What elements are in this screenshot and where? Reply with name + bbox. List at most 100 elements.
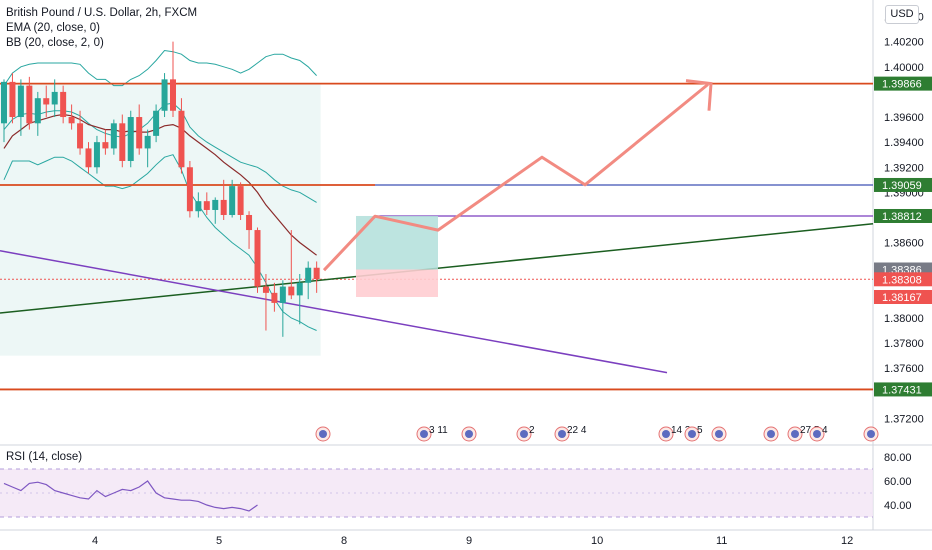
event-label: 22 4 bbox=[567, 425, 587, 436]
rsi-tick-label: 60.00 bbox=[884, 476, 912, 488]
event-label: 4 bbox=[822, 425, 828, 436]
x-tick-label: 12 bbox=[841, 535, 853, 547]
price-label: 1.37431 bbox=[882, 384, 922, 396]
candle-body bbox=[127, 117, 134, 161]
price-label-bg bbox=[874, 382, 932, 397]
long-position-stop bbox=[356, 269, 438, 297]
candle-body bbox=[271, 292, 278, 303]
candle-body bbox=[229, 186, 236, 215]
candle-body bbox=[68, 117, 75, 124]
forecast-path bbox=[322, 83, 709, 272]
candle-body bbox=[153, 110, 160, 136]
candle-body bbox=[170, 79, 176, 111]
bb-lower-line bbox=[3, 154, 317, 331]
ema-legend: EMA (20, close, 0) bbox=[6, 22, 100, 34]
candle-body bbox=[43, 98, 50, 105]
purple-trendline bbox=[0, 250, 668, 374]
x-tick-label: 10 bbox=[591, 535, 603, 547]
x-tick-label: 9 bbox=[466, 535, 472, 547]
candle-body bbox=[85, 148, 92, 168]
candle-body bbox=[237, 186, 244, 215]
x-tick-label: 8 bbox=[341, 535, 347, 547]
rsi-line bbox=[3, 480, 258, 512]
candle-body bbox=[93, 142, 100, 168]
price-label: 1.39866 bbox=[882, 79, 922, 91]
y-tick-label: 1.37200 bbox=[884, 413, 924, 425]
y-tick-label: 1.38600 bbox=[884, 238, 924, 250]
candle-body bbox=[51, 91, 58, 105]
event-label: 3 11 bbox=[429, 425, 448, 436]
candle-body bbox=[279, 286, 286, 303]
candle-body bbox=[262, 286, 269, 293]
forecast-arrow-head bbox=[685, 79, 713, 111]
rsi-band bbox=[0, 469, 873, 517]
event-flag-dot bbox=[867, 430, 875, 438]
event-flag-dot bbox=[688, 430, 696, 438]
y-tick-label: 1.40000 bbox=[884, 62, 924, 74]
y-tick-label: 1.38000 bbox=[884, 313, 924, 325]
candle-body bbox=[195, 201, 202, 212]
candle-body bbox=[186, 167, 193, 212]
bb-basis-line bbox=[3, 102, 317, 203]
candle-body bbox=[102, 142, 109, 149]
event-label: 5 bbox=[697, 425, 703, 436]
candle-body bbox=[296, 282, 303, 296]
event-label: 27 5 bbox=[800, 425, 820, 436]
event-flag-dot bbox=[319, 430, 327, 438]
candle-body bbox=[60, 91, 67, 118]
event-label: 14 3 bbox=[671, 425, 691, 436]
y-tick-label: 1.37800 bbox=[884, 338, 924, 350]
candle-body bbox=[1, 81, 7, 124]
ema-line bbox=[3, 113, 317, 256]
candle-body bbox=[212, 199, 219, 210]
candle-body bbox=[254, 230, 261, 287]
candle-body bbox=[144, 135, 151, 149]
chart-title: British Pound / U.S. Dollar, 2h, FXCM bbox=[6, 7, 198, 19]
candle-body bbox=[34, 98, 41, 124]
candle-body bbox=[17, 85, 24, 118]
price-label-bg bbox=[874, 177, 932, 192]
x-tick-label: 5 bbox=[216, 535, 222, 547]
rsi-tick-label: 40.00 bbox=[884, 500, 912, 512]
event-flag-dot bbox=[558, 430, 566, 438]
price-label-bg bbox=[874, 289, 932, 304]
rsi-tick-label: 80.00 bbox=[884, 452, 912, 464]
event-flag-dot bbox=[715, 430, 723, 438]
bb-fill bbox=[0, 83, 321, 356]
event-flag-dot bbox=[813, 430, 821, 438]
candle-body bbox=[161, 79, 168, 111]
candle-body bbox=[136, 117, 143, 149]
candle-body bbox=[203, 201, 210, 210]
currency-selector[interactable]: USD bbox=[885, 5, 919, 24]
candle-body bbox=[178, 110, 185, 168]
price-label: 1.38308 bbox=[882, 274, 922, 286]
price-label: 1.38167 bbox=[882, 292, 922, 304]
y-tick-label: 1.39400 bbox=[884, 137, 924, 149]
y-tick-label: 1.37600 bbox=[884, 363, 924, 375]
event-flag-dot bbox=[791, 430, 799, 438]
candle-body bbox=[246, 214, 253, 231]
chart-legend: British Pound / U.S. Dollar, 2h, FXCM EM… bbox=[6, 6, 197, 51]
event-flag-dot bbox=[420, 430, 428, 438]
candle-body bbox=[220, 199, 227, 215]
candle-body bbox=[9, 81, 16, 118]
candle-body bbox=[110, 123, 117, 149]
candle-body bbox=[119, 123, 126, 161]
x-tick-label: 11 bbox=[716, 535, 727, 547]
y-tick-label: 1.39600 bbox=[884, 112, 924, 124]
price-label: 1.39059 bbox=[882, 180, 922, 192]
candle-body bbox=[26, 85, 33, 124]
long-position-target bbox=[356, 215, 438, 270]
price-label: 1.38812 bbox=[882, 211, 922, 223]
event-flag-dot bbox=[520, 430, 528, 438]
y-tick-label: 1.40200 bbox=[884, 37, 924, 49]
price-label-bg bbox=[874, 272, 932, 287]
y-tick-label: 1.39200 bbox=[884, 162, 924, 174]
x-tick-label: 4 bbox=[92, 535, 98, 547]
candle-body bbox=[77, 123, 84, 149]
bb-legend: BB (20, close, 2, 0) bbox=[6, 37, 104, 49]
event-flag-dot bbox=[465, 430, 473, 438]
price-label-bg bbox=[874, 208, 932, 223]
